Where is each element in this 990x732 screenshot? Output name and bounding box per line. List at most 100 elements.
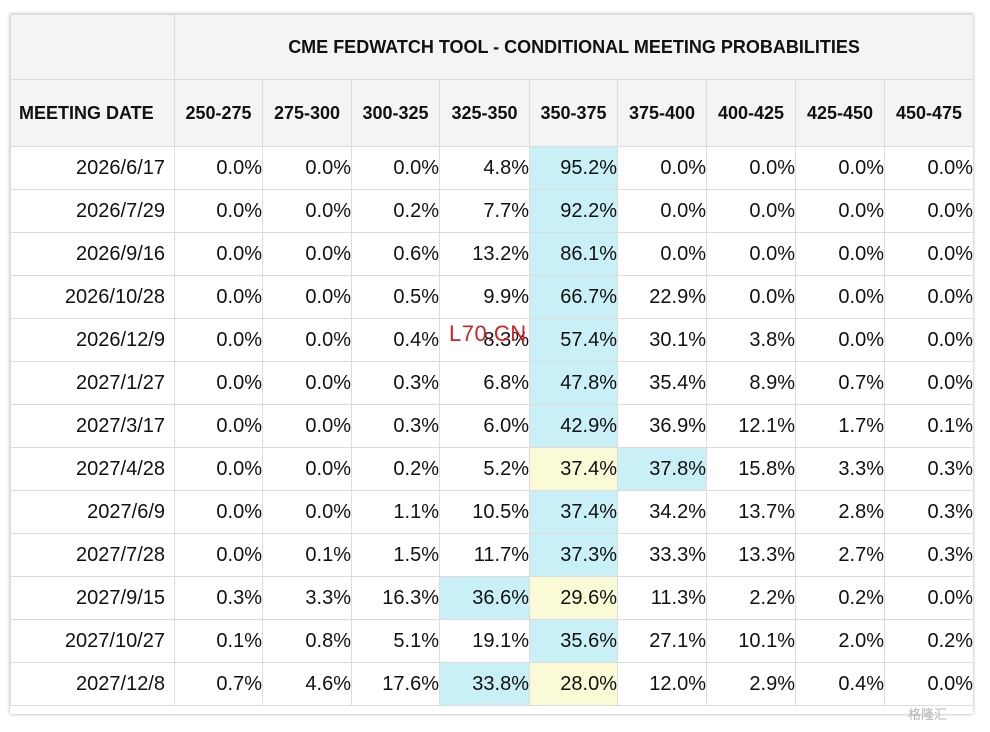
probability-cell: 7.7% <box>439 189 530 233</box>
probability-cell: 66.7% <box>529 275 618 319</box>
probability-cell: 0.0% <box>883 275 975 319</box>
probability-cell: 0.0% <box>795 232 885 276</box>
probability-cell: 0.1% <box>174 619 263 663</box>
probability-cell: 0.0% <box>351 146 440 190</box>
probability-cell: 35.6% <box>529 619 618 663</box>
probability-cell: 0.0% <box>883 662 975 706</box>
probability-cell: 3.3% <box>795 447 885 491</box>
probability-cell: 0.3% <box>174 576 263 620</box>
probability-cell: 0.2% <box>351 189 440 233</box>
probability-cell: 57.4% <box>529 318 618 362</box>
table-row: 2026/12/9 0.0% 0.0% 0.4% 8.3% 57.4% 30.1% 3.8% 0… <box>10 318 975 362</box>
probability-cell: 0.4% <box>351 318 440 362</box>
probability-cell: 92.2% <box>529 189 618 233</box>
probability-cell: 0.3% <box>351 361 440 405</box>
probabilities-table: CME FEDWATCH TOOL - CONDITIONAL MEETING … <box>10 14 975 706</box>
probability-cell: 0.6% <box>351 232 440 276</box>
probability-cell: 0.0% <box>174 490 263 534</box>
probability-cell: 0.2% <box>883 619 975 663</box>
probability-cell: 0.0% <box>617 146 707 190</box>
probability-cell: 0.1% <box>262 533 352 577</box>
probability-cell: 0.0% <box>174 275 263 319</box>
probability-cell: 0.0% <box>795 318 885 362</box>
probability-cell: 13.7% <box>706 490 796 534</box>
probability-cell: 29.6% <box>529 576 618 620</box>
probability-cell: 0.0% <box>262 232 352 276</box>
probability-cell: 0.0% <box>262 318 352 362</box>
probability-cell: 0.1% <box>883 404 975 448</box>
table-corner-cell <box>10 14 175 80</box>
column-header: 300-325 <box>351 79 440 147</box>
probability-cell: 0.0% <box>617 232 707 276</box>
meeting-date-header: MEETING DATE <box>10 79 175 147</box>
probability-cell: 9.9% <box>439 275 530 319</box>
probability-cell: 13.2% <box>439 232 530 276</box>
table-row: 2027/3/17 0.0% 0.0% 0.3% 6.0% 42.9% 36.9% 12.1%… <box>10 404 975 448</box>
meeting-date-cell: 2027/1/27 <box>10 361 175 405</box>
probability-cell: 22.9% <box>617 275 707 319</box>
probability-cell: 0.0% <box>262 189 352 233</box>
probability-cell: 0.3% <box>883 490 975 534</box>
probability-cell: 0.7% <box>174 662 263 706</box>
probability-cell: 10.1% <box>706 619 796 663</box>
table-row: 2027/9/15 0.3% 3.3% 16.3% 36.6% 29.6% 11.3% 2.2… <box>10 576 975 620</box>
probability-cell: 0.0% <box>174 232 263 276</box>
probability-cell: 17.6% <box>351 662 440 706</box>
meeting-date-cell: 2026/9/16 <box>10 232 175 276</box>
probability-cell: 6.0% <box>439 404 530 448</box>
probability-cell: 0.0% <box>174 447 263 491</box>
probability-cell: 33.8% <box>439 662 530 706</box>
column-header: 400-425 <box>706 79 796 147</box>
probability-cell: 0.0% <box>174 189 263 233</box>
probability-cell: 47.8% <box>529 361 618 405</box>
probability-cell: 35.4% <box>617 361 707 405</box>
table-row: 2027/1/27 0.0% 0.0% 0.3% 6.8% 47.8% 35.4% 8.9% 0… <box>10 361 975 405</box>
meeting-date-cell: 2027/6/9 <box>10 490 175 534</box>
probability-cell: 6.8% <box>439 361 530 405</box>
table-title: CME FEDWATCH TOOL - CONDITIONAL MEETING … <box>173 14 975 80</box>
column-header-row: MEETING DATE 250-275 275-300 300-325 325-35… <box>10 79 975 147</box>
probability-cell: 0.0% <box>174 404 263 448</box>
probability-cell: 0.0% <box>174 361 263 405</box>
probability-cell: 0.0% <box>706 232 796 276</box>
table-row: 2026/10/28 0.0% 0.0% 0.5% 9.9% 66.7% 22.9% 0.0%… <box>10 275 975 319</box>
meeting-date-cell: 2027/4/28 <box>10 447 175 491</box>
probability-cell: 0.0% <box>262 146 352 190</box>
probability-cell: 11.3% <box>617 576 707 620</box>
probability-cell: 10.5% <box>439 490 530 534</box>
table-body: 2026/6/17 0.0% 0.0% 0.0% 4.8% 95.2% 0.0% 0.0% 0.… <box>10 146 975 706</box>
probability-cell: 0.0% <box>262 361 352 405</box>
meeting-date-cell: 2027/3/17 <box>10 404 175 448</box>
probability-cell: 0.8% <box>262 619 352 663</box>
probability-cell: 30.1% <box>617 318 707 362</box>
table-row: 2027/10/27 0.1% 0.8% 5.1% 19.1% 35.6% 27.1% 10.… <box>10 619 975 663</box>
probability-cell: 0.0% <box>617 189 707 233</box>
probability-cell: 11.7% <box>439 533 530 577</box>
meeting-date-cell: 2026/12/9 <box>10 318 175 362</box>
probability-cell: 0.0% <box>174 533 263 577</box>
meeting-date-cell: 2027/12/8 <box>10 662 175 706</box>
probability-cell: 0.0% <box>174 318 263 362</box>
meeting-date-cell: 2027/9/15 <box>10 576 175 620</box>
probability-cell: 0.0% <box>883 189 975 233</box>
probability-cell: 0.4% <box>795 662 885 706</box>
probability-cell: 0.5% <box>351 275 440 319</box>
probability-cell: 0.0% <box>706 189 796 233</box>
probability-cell: 12.0% <box>617 662 707 706</box>
probability-cell: 2.2% <box>706 576 796 620</box>
probability-cell: 0.0% <box>262 404 352 448</box>
column-header: 350-375 <box>529 79 618 147</box>
probability-cell: 0.0% <box>795 275 885 319</box>
probability-cell: 0.0% <box>262 490 352 534</box>
probability-cell: 28.0% <box>529 662 618 706</box>
probability-cell: 33.3% <box>617 533 707 577</box>
probability-cell: 37.4% <box>529 490 618 534</box>
probability-cell: 1.7% <box>795 404 885 448</box>
probability-cell: 5.1% <box>351 619 440 663</box>
table-row: 2026/7/29 0.0% 0.0% 0.2% 7.7% 92.2% 0.0% 0.0% 0.… <box>10 189 975 233</box>
probability-cell: 0.0% <box>706 146 796 190</box>
probability-cell: 19.1% <box>439 619 530 663</box>
meeting-date-cell: 2026/6/17 <box>10 146 175 190</box>
probability-cell: 5.2% <box>439 447 530 491</box>
probability-cell: 0.0% <box>795 189 885 233</box>
